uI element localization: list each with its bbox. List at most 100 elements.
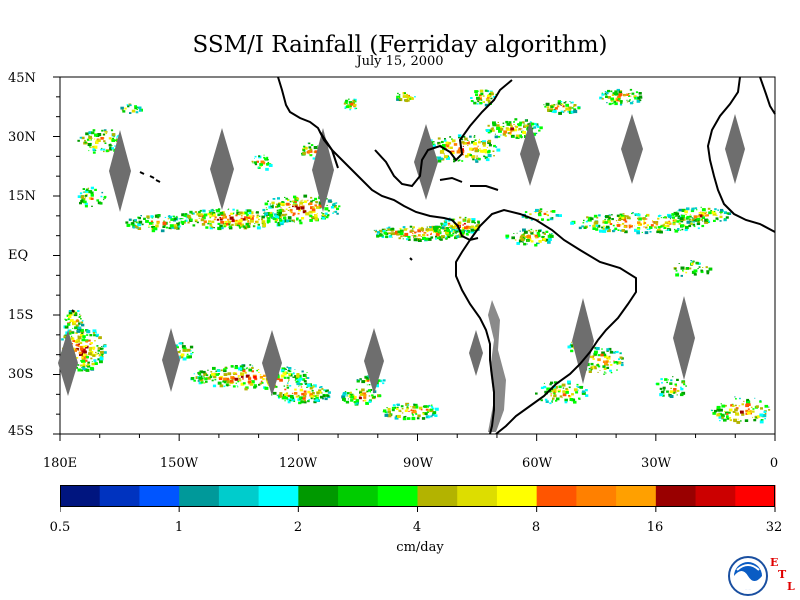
- rain-pixel: [228, 226, 233, 230]
- rain-pixel: [243, 364, 246, 367]
- rain-pixel: [321, 216, 325, 220]
- rain-pixel: [700, 219, 703, 221]
- rain-pixel: [312, 210, 316, 213]
- rain-pixel: [413, 238, 418, 242]
- rain-pixel: [484, 151, 487, 154]
- rain-pixel: [101, 354, 104, 357]
- rain-pixel: [228, 225, 232, 228]
- rain-pixel: [292, 212, 296, 215]
- rain-pixel: [653, 221, 657, 224]
- rain-pixel: [566, 389, 569, 391]
- rain-pixel: [540, 386, 544, 389]
- rain-pixel: [680, 274, 683, 277]
- rain-pixel: [192, 224, 196, 227]
- rain-pixel: [682, 271, 684, 273]
- colorbar-frame: [60, 485, 775, 507]
- rain-pixel: [286, 372, 289, 374]
- rain-pixel: [546, 387, 551, 391]
- rain-pixel: [95, 140, 99, 143]
- rain-pixel: [100, 148, 103, 151]
- rain-pixel: [416, 236, 418, 238]
- rain-pixel: [272, 204, 274, 206]
- rain-pixel: [198, 217, 200, 219]
- rain-pixel: [217, 208, 221, 211]
- rain-pixel: [557, 100, 561, 103]
- rain-pixel: [544, 390, 548, 394]
- rain-pixel: [333, 211, 335, 213]
- rain-pixel: [503, 130, 508, 134]
- rain-pixel: [356, 379, 359, 381]
- rain-pixel: [325, 390, 328, 393]
- rain-pixel: [400, 405, 404, 408]
- rain-pixel: [664, 224, 668, 228]
- rain-pixel: [518, 127, 521, 130]
- rain-pixel: [210, 371, 213, 373]
- rain-pixel: [82, 362, 86, 365]
- rain-pixel: [551, 399, 554, 401]
- rain-pixel: [280, 207, 282, 209]
- rain-pixel: [475, 93, 479, 96]
- rain-pixel: [755, 417, 757, 419]
- rain-pixel: [94, 340, 96, 342]
- rain-pixel: [86, 363, 90, 366]
- rain-pixel: [84, 205, 88, 208]
- rain-pixel: [637, 217, 640, 220]
- lat-label-eq: EQ: [8, 248, 29, 263]
- rain-pixel: [577, 107, 581, 110]
- rain-pixel: [90, 357, 93, 360]
- rain-pixel: [303, 382, 306, 384]
- rain-pixel: [303, 394, 307, 398]
- rain-pixel: [727, 212, 732, 215]
- rain-pixel: [638, 217, 642, 221]
- rain-pixel: [103, 195, 107, 198]
- rain-pixel: [605, 92, 609, 95]
- rain-pixel: [396, 98, 400, 101]
- rain-pixel: [83, 350, 87, 354]
- rain-pixel: [401, 408, 404, 410]
- rain-pixel: [85, 368, 88, 370]
- rain-pixel: [539, 212, 542, 214]
- rain-pixel: [488, 129, 492, 133]
- rain-pixel: [536, 231, 540, 235]
- rain-pixel: [443, 222, 448, 226]
- rain-pixel: [240, 382, 245, 386]
- rain-pixel: [599, 229, 603, 233]
- rain-pixel: [81, 332, 84, 335]
- rain-pixel: [426, 230, 429, 233]
- rain-pixel: [88, 190, 93, 194]
- rain-pixel: [184, 220, 186, 222]
- rain-pixel: [445, 227, 449, 230]
- rain-pixel: [293, 221, 295, 223]
- coastline: [277, 76, 453, 221]
- rain-pixel: [608, 217, 611, 219]
- rain-pixel: [69, 330, 72, 333]
- colorbar-label-1: 1: [174, 520, 184, 535]
- rain-pixel: [764, 404, 769, 408]
- rain-pixel: [109, 146, 112, 149]
- rain-pixel: [320, 386, 323, 388]
- rain-pixel: [732, 404, 735, 407]
- rain-pixel: [397, 414, 401, 418]
- rain-pixel: [420, 236, 422, 237]
- rain-pixel: [246, 214, 249, 217]
- rain-pixel: [610, 97, 615, 101]
- rain-pixel: [309, 210, 313, 214]
- rain-pixel: [394, 416, 399, 420]
- rain-pixel: [391, 236, 393, 238]
- rain-pixel: [70, 337, 74, 340]
- rain-pixel: [759, 420, 764, 424]
- rain-pixel: [282, 372, 285, 375]
- rain-pixel: [667, 221, 671, 224]
- rain-pixel: [298, 377, 303, 381]
- rain-pixel: [649, 231, 652, 233]
- rain-pixel: [77, 310, 80, 312]
- rain-pixel: [109, 137, 111, 139]
- rain-pixel: [536, 123, 539, 125]
- rain-pixel: [72, 323, 75, 325]
- rain-pixel: [202, 370, 206, 374]
- rain-pixel: [558, 111, 562, 115]
- rain-pixel: [274, 221, 277, 223]
- rain-pixel: [278, 397, 280, 399]
- rain-pixel: [664, 378, 668, 381]
- rain-pixel: [479, 149, 481, 151]
